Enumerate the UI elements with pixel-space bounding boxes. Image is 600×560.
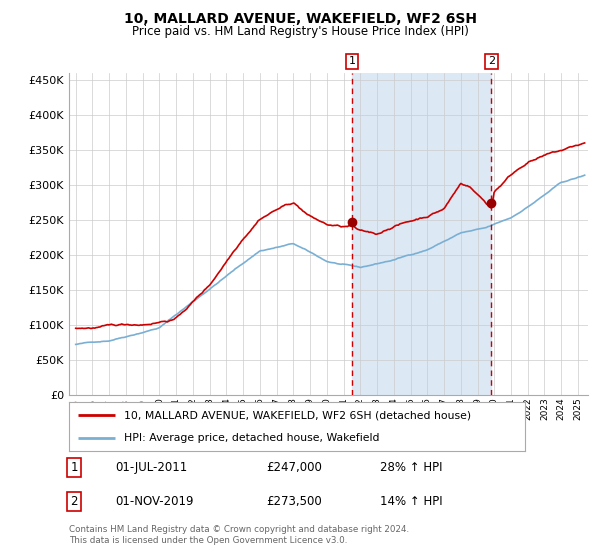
Text: 01-NOV-2019: 01-NOV-2019 (116, 496, 194, 508)
Text: 10, MALLARD AVENUE, WAKEFIELD, WF2 6SH (detached house): 10, MALLARD AVENUE, WAKEFIELD, WF2 6SH (… (124, 410, 471, 421)
Bar (352, 73, 491, 395)
Text: 1: 1 (349, 57, 355, 67)
Text: 2: 2 (70, 496, 78, 508)
Text: 14% ↑ HPI: 14% ↑ HPI (380, 496, 443, 508)
Text: Contains HM Land Registry data © Crown copyright and database right 2024.
This d: Contains HM Land Registry data © Crown c… (69, 525, 409, 545)
Text: 28% ↑ HPI: 28% ↑ HPI (380, 461, 443, 474)
Text: 1: 1 (70, 461, 78, 474)
Text: 01-JUL-2011: 01-JUL-2011 (116, 461, 188, 474)
Text: 2: 2 (488, 57, 495, 67)
Text: 10, MALLARD AVENUE, WAKEFIELD, WF2 6SH: 10, MALLARD AVENUE, WAKEFIELD, WF2 6SH (124, 12, 476, 26)
Text: £247,000: £247,000 (266, 461, 322, 474)
Text: £273,500: £273,500 (266, 496, 322, 508)
Text: HPI: Average price, detached house, Wakefield: HPI: Average price, detached house, Wake… (124, 433, 379, 443)
Text: Price paid vs. HM Land Registry's House Price Index (HPI): Price paid vs. HM Land Registry's House … (131, 25, 469, 38)
